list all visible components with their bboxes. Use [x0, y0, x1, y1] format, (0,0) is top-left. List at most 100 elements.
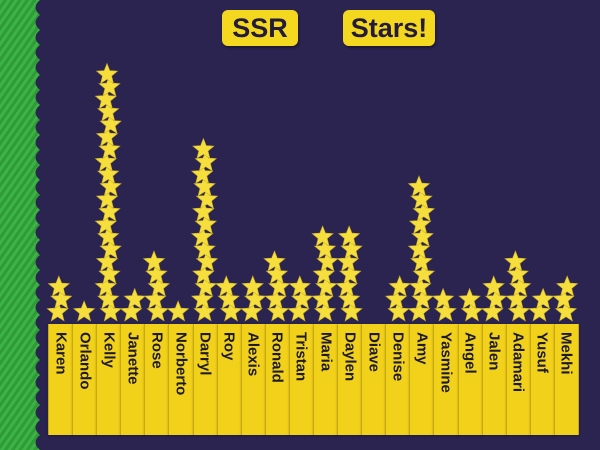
- star: [97, 287, 120, 310]
- star: [97, 225, 120, 247]
- name-strip: Mekhi: [553, 324, 579, 435]
- star: [97, 100, 120, 122]
- name-strip: Norberto: [168, 324, 194, 435]
- star: [194, 212, 218, 235]
- star: [215, 275, 238, 297]
- star: [194, 150, 218, 172]
- star: [335, 275, 358, 297]
- star: [190, 225, 214, 247]
- title-text-ssr: SSR: [232, 12, 288, 43]
- stars-layer: [46, 62, 579, 322]
- star: [95, 187, 119, 210]
- student-name: Orlando: [76, 332, 94, 390]
- star: [316, 250, 339, 272]
- star: [98, 75, 121, 97]
- star: [241, 275, 264, 297]
- name-strip: Darryl: [192, 324, 218, 435]
- star: [555, 275, 579, 297]
- star: [484, 287, 508, 310]
- star: [147, 275, 171, 297]
- star: [388, 275, 411, 297]
- star: [217, 287, 240, 310]
- star: [311, 287, 334, 310]
- student-name: Roy: [220, 332, 238, 361]
- star: [508, 275, 532, 297]
- star: [190, 287, 214, 310]
- star: [387, 300, 410, 322]
- student-name: Jalen: [485, 332, 503, 371]
- name-strip: Ronald: [264, 324, 290, 435]
- star: [263, 250, 286, 272]
- star: [98, 137, 121, 160]
- name-strip: Yasmine: [433, 324, 459, 435]
- star: [504, 250, 527, 272]
- name-strip: Angel: [457, 324, 483, 435]
- name-strip: Adamari: [505, 324, 531, 435]
- star: [507, 300, 531, 322]
- star: [412, 262, 436, 285]
- star: [192, 137, 215, 160]
- star: [193, 237, 216, 260]
- star: [268, 275, 291, 297]
- star: [290, 287, 314, 310]
- star: [192, 262, 215, 285]
- name-strip: Kelly: [96, 324, 122, 435]
- star: [311, 225, 334, 247]
- star: [408, 275, 432, 297]
- name-strip: Karen: [48, 324, 74, 435]
- title-card-ssr: SSR: [222, 10, 298, 46]
- student-name: Rose: [148, 332, 166, 369]
- star: [50, 287, 73, 310]
- student-name: Norberto: [172, 332, 190, 396]
- star: [337, 225, 361, 247]
- star: [288, 275, 311, 297]
- star: [99, 300, 122, 322]
- star: [410, 187, 433, 210]
- star: [146, 300, 169, 322]
- title-card-stars: Stars!: [343, 10, 435, 46]
- star: [434, 300, 457, 322]
- star: [94, 212, 118, 235]
- star: [99, 237, 122, 260]
- student-name: Alexis: [244, 332, 262, 377]
- star: [142, 250, 166, 272]
- star: [407, 300, 431, 322]
- star: [407, 175, 431, 197]
- star: [94, 87, 118, 110]
- star: [431, 287, 455, 310]
- name-strip: Orlando: [72, 324, 98, 435]
- student-name: Diave: [365, 332, 383, 373]
- star: [339, 262, 362, 285]
- star: [94, 150, 118, 172]
- star: [99, 112, 122, 135]
- student-name: Ronald: [268, 332, 286, 383]
- star: [458, 287, 481, 310]
- star: [94, 275, 118, 297]
- name-strip: Yusuf: [529, 324, 555, 435]
- star: [411, 287, 434, 310]
- star: [190, 162, 214, 185]
- star: [243, 287, 267, 310]
- star: [411, 225, 434, 247]
- star: [193, 300, 216, 322]
- name-strip: Alexis: [240, 324, 266, 435]
- star: [98, 200, 121, 222]
- star: [340, 237, 363, 260]
- name-strip: Roy: [216, 324, 242, 435]
- star: [505, 287, 528, 310]
- star: [412, 200, 436, 222]
- student-name: Kelly: [100, 332, 118, 368]
- student-name: Yusuf: [533, 332, 551, 373]
- star: [47, 275, 71, 297]
- star: [408, 212, 432, 235]
- name-strip: Daylen: [337, 324, 363, 435]
- student-name: Maria: [317, 332, 335, 372]
- star: [460, 300, 484, 322]
- star: [195, 250, 219, 272]
- name-strip: Diave: [361, 324, 387, 435]
- star: [95, 250, 119, 272]
- star: [193, 175, 216, 197]
- star: [552, 287, 575, 310]
- star: [119, 300, 143, 322]
